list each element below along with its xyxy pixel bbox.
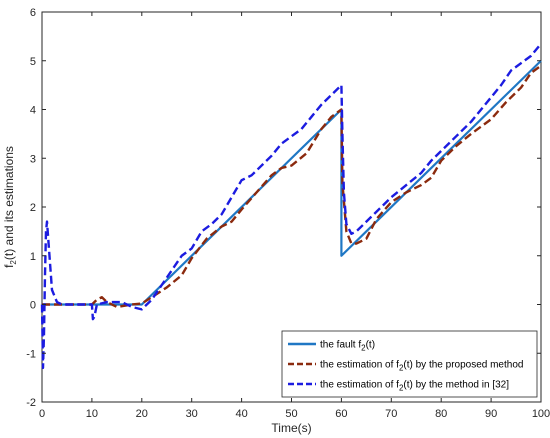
x-tick-label: 30 <box>186 408 198 420</box>
legend-label-1: the fault f2(t) <box>320 340 375 353</box>
x-tick-label: 90 <box>485 408 497 420</box>
series-line-2 <box>42 64 542 309</box>
x-axis-label: Time(s) <box>271 421 311 435</box>
legend-label-3: the estimation of f2(t) by the method in… <box>320 380 509 393</box>
legend-items: the fault f2(t) the estimation of f2(t) b… <box>288 340 523 393</box>
y-axis-label-rest: (t) and its estimations <box>2 146 16 260</box>
legend: the fault f2(t) the estimation of f2(t) b… <box>281 330 538 398</box>
y-axis-label: f2(t) and its estimations <box>2 146 18 268</box>
y-axis-label-main: f <box>2 264 16 268</box>
x-tick-label: 50 <box>285 408 297 420</box>
y-tick-label: -1 <box>26 348 36 360</box>
y-axis-label-sub: 2 <box>9 260 18 265</box>
x-tick-label: 80 <box>435 408 447 420</box>
y-tick-label: 1 <box>30 251 36 263</box>
series-line-3 <box>40 42 542 370</box>
x-tick-label: 10 <box>86 408 98 420</box>
x-tick-label: 40 <box>235 408 247 420</box>
x-tick-label: 60 <box>335 408 347 420</box>
legend-label-2: the estimation of f2(t) by the proposed … <box>320 360 523 373</box>
y-tick-label: 4 <box>30 105 36 117</box>
y-tick-label: 2 <box>30 202 36 214</box>
series-layer <box>40 42 542 370</box>
y-tick-label: 0 <box>30 300 36 312</box>
legend-box <box>281 330 538 398</box>
x-tick-label: 100 <box>532 408 550 420</box>
y-tick-label: 3 <box>30 153 36 165</box>
y-tick-label: 6 <box>30 7 36 19</box>
x-tick-label: 70 <box>385 408 397 420</box>
y-tick-label: 5 <box>30 56 36 68</box>
tick-layer: 0 10 20 30 40 50 60 70 80 90 100 -2 -1 0 1 2 3 4 5 6 <box>26 7 550 420</box>
x-tick-label: 0 <box>39 408 45 420</box>
y-tick-label: -2 <box>26 397 36 409</box>
x-tick-label: 20 <box>136 408 148 420</box>
